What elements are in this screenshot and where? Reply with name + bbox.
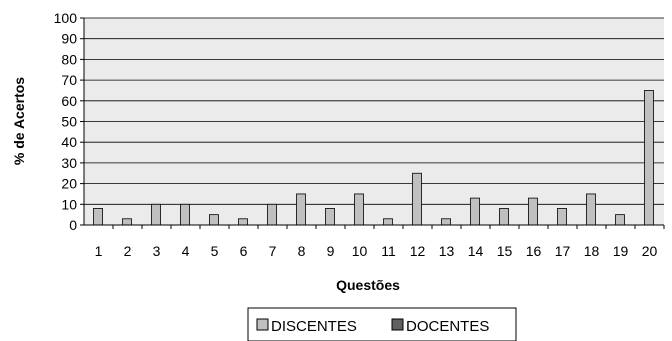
x-tick-label: 5	[211, 243, 219, 259]
x-tick-label: 17	[555, 243, 571, 259]
x-tick-label: 7	[269, 243, 277, 259]
y-tick-label: 40	[61, 134, 77, 150]
y-tick-label: 80	[61, 51, 77, 67]
bar-discentes	[470, 197, 480, 226]
x-tick-label: 6	[240, 243, 248, 259]
bar-discentes	[296, 193, 306, 226]
bar-discentes	[151, 203, 161, 226]
x-axis-ticks: 1 2 3 4 5 6 7 8 9 10 11 12 13 14 15 16 17 18 19 20	[95, 225, 665, 259]
y-axis-title: % de Acertos	[11, 77, 27, 165]
y-axis-ticks: 0 10 20 30 40 50 60 70 80 90 100	[54, 10, 84, 233]
gridlines	[84, 17, 664, 205]
bar-discentes	[441, 218, 451, 226]
x-tick-label: 20	[642, 243, 658, 259]
x-tick-label: 9	[327, 243, 335, 259]
y-tick-label: 0	[69, 217, 77, 233]
x-tick-label: 3	[153, 243, 161, 259]
bar-discentes	[325, 208, 335, 226]
y-tick-label: 10	[61, 196, 77, 212]
x-tick-label: 13	[439, 243, 455, 259]
bar-discentes	[238, 218, 248, 226]
bar-discentes	[267, 203, 277, 226]
legend-label-docentes: DOCENTES	[406, 318, 489, 335]
x-tick-label: 15	[497, 243, 513, 259]
x-tick-label: 19	[613, 243, 629, 259]
legend: DISCENTES DOCENTES	[247, 307, 517, 341]
y-tick-label: 90	[61, 31, 77, 47]
x-tick-label: 2	[124, 243, 132, 259]
x-tick-label: 1	[95, 243, 103, 259]
bar-discentes	[122, 218, 132, 226]
x-axis-title: Questões	[336, 277, 400, 293]
bar-discentes	[557, 208, 567, 226]
x-tick-label: 4	[182, 243, 190, 259]
y-tick-label: 30	[61, 155, 77, 171]
y-tick-label: 70	[61, 72, 77, 88]
x-tick-label: 10	[352, 243, 368, 259]
x-tick-label: 8	[298, 243, 306, 259]
legend-label-discentes: DISCENTES	[271, 318, 357, 335]
y-tick-label: 50	[61, 114, 77, 130]
bar-discentes	[383, 218, 393, 226]
y-tick-label: 20	[61, 176, 77, 192]
bar-discentes	[644, 90, 654, 226]
bar-discentes	[180, 203, 190, 226]
bar-discentes	[209, 214, 219, 226]
x-tick-label: 16	[526, 243, 542, 259]
bar-discentes	[499, 208, 509, 226]
bar-discentes	[615, 214, 625, 226]
y-tick-label: 60	[61, 93, 77, 109]
bar-discentes	[354, 193, 364, 226]
bar-discentes	[412, 172, 422, 226]
x-tick-label: 14	[468, 243, 484, 259]
bar-discentes	[93, 208, 103, 226]
legend-swatch-discentes	[256, 318, 269, 331]
legend-box	[247, 307, 517, 341]
x-tick-label: 18	[584, 243, 600, 259]
bar-discentes	[528, 197, 538, 226]
x-tick-label: 11	[381, 243, 396, 259]
y-tick-label: 100	[54, 10, 78, 26]
bar-discentes	[586, 193, 596, 226]
legend-swatch-docentes	[391, 318, 404, 331]
x-tick-label: 12	[410, 243, 426, 259]
